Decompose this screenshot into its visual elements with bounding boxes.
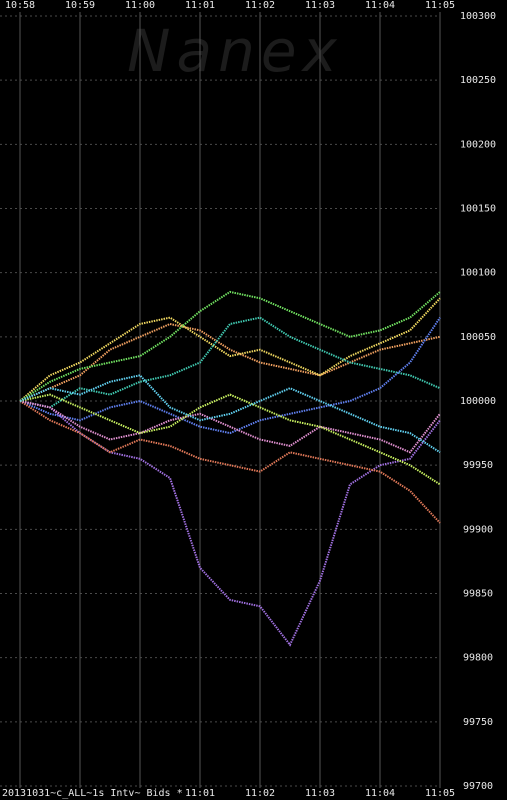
watermark: Nanex xyxy=(127,17,343,85)
series-line xyxy=(19,317,441,435)
y-tick-label: 99900 xyxy=(463,524,493,535)
series-line xyxy=(19,290,441,402)
x-tick-label: 11:02 xyxy=(245,788,275,799)
x-tick-label: 11:02 xyxy=(245,0,275,11)
y-tick-label: 100150 xyxy=(460,204,496,215)
x-tick-label: 11:03 xyxy=(305,788,335,799)
y-tick-label: 100300 xyxy=(460,11,496,22)
y-tick-label: 100200 xyxy=(460,139,496,150)
x-tick-label: 11:01 xyxy=(185,788,215,799)
x-tick-label: 10:59 xyxy=(65,0,95,11)
x-tick-label: 11:04 xyxy=(365,788,395,799)
x-tick-label: 11:00 xyxy=(125,0,155,11)
y-tick-label: 99750 xyxy=(463,717,493,728)
y-tick-label: 100100 xyxy=(460,268,496,279)
x-tick-label: 10:58 xyxy=(5,0,35,11)
y-tick-label: 99950 xyxy=(463,460,493,471)
y-tick-label: 99800 xyxy=(463,653,493,664)
y-tick-label: 100250 xyxy=(460,75,496,86)
x-tick-label: 11:05 xyxy=(425,788,455,799)
x-tick-label: 11:05 xyxy=(425,0,455,11)
x-tick-label: 11:04 xyxy=(365,0,395,11)
series-line xyxy=(19,400,441,454)
series-line xyxy=(19,322,441,402)
y-tick-label: 100050 xyxy=(460,332,496,343)
series-line xyxy=(19,316,441,409)
series-line xyxy=(19,400,441,647)
y-tick-label: 100000 xyxy=(460,396,496,407)
y-tick-label: 99700 xyxy=(463,781,493,792)
series-line xyxy=(19,297,441,402)
y-tick-label: 99850 xyxy=(463,589,493,600)
series-line xyxy=(19,400,441,524)
x-tick-label: 11:03 xyxy=(305,0,335,11)
x-tick-label: 11:01 xyxy=(185,0,215,11)
series-line xyxy=(19,374,441,454)
caption: 20131031~c_ALL~1s Intv~ Bids * xyxy=(2,788,183,799)
series-line xyxy=(19,393,441,486)
